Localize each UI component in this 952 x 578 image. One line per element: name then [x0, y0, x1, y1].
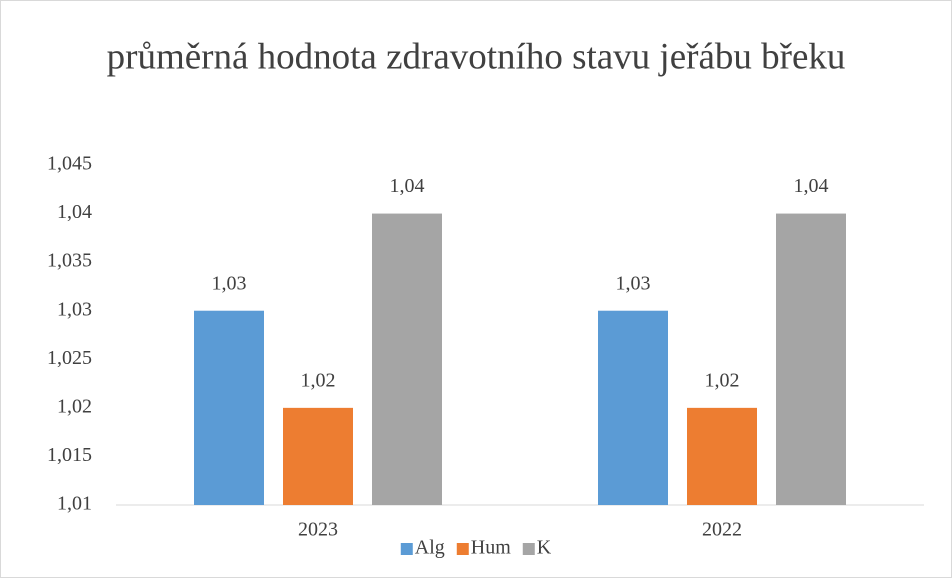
x-tick-label: 2022 — [702, 519, 742, 541]
y-tick-label: 1,035 — [47, 250, 92, 272]
x-tick-label: 2023 — [298, 519, 338, 541]
y-tick-label: 1,02 — [57, 395, 92, 417]
y-tick-label: 1,01 — [57, 493, 92, 515]
bar — [283, 407, 353, 505]
data-label: 1,03 — [212, 272, 247, 294]
y-tick-label: 1,015 — [47, 444, 92, 466]
data-label: 1,02 — [705, 369, 740, 391]
y-tick-label: 1,04 — [57, 201, 92, 223]
legend-label: Hum — [471, 537, 511, 559]
chart-title: průměrná hodnota zdravotního stavu jeřáb… — [107, 36, 846, 77]
bar — [372, 213, 442, 506]
legend-swatch — [522, 543, 535, 555]
data-label: 1,04 — [794, 175, 829, 197]
data-label: 1,04 — [390, 175, 425, 197]
y-tick-label: 1,03 — [57, 298, 92, 320]
bar — [776, 213, 846, 506]
data-label: 1,03 — [616, 272, 651, 294]
y-tick-label: 1,045 — [47, 153, 92, 175]
bar — [194, 310, 264, 505]
legend-swatch — [456, 543, 469, 555]
legend-swatch — [400, 543, 413, 555]
y-tick-label: 1,025 — [47, 347, 92, 369]
bar — [687, 407, 757, 505]
legend-label: Alg — [415, 537, 445, 559]
legend-label: K — [537, 537, 552, 559]
bar — [598, 310, 668, 505]
data-label: 1,02 — [301, 369, 336, 391]
